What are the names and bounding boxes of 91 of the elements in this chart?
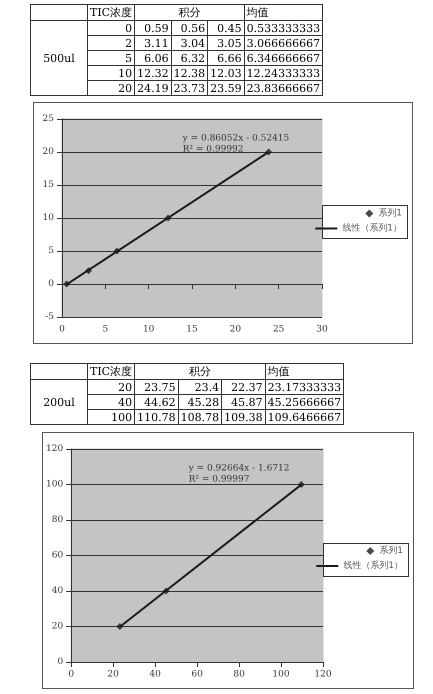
annotation: y = 0.92664x - 1.6712 bbox=[188, 464, 290, 474]
text: 6.06 bbox=[134, 50, 172, 66]
x-tick-label: 10 bbox=[142, 324, 155, 334]
text: 3.11 bbox=[134, 36, 172, 50]
point bbox=[114, 248, 121, 254]
x-tick-label: 40 bbox=[149, 670, 162, 680]
text: 23.75 bbox=[134, 380, 178, 394]
y-tick-label: 20 bbox=[42, 147, 54, 157]
point bbox=[63, 280, 70, 288]
x-tick-label: 100 bbox=[272, 670, 290, 680]
legend-label: 系列1 bbox=[378, 208, 402, 218]
text: 12.03 bbox=[208, 66, 244, 80]
text: 109.6466667 bbox=[265, 410, 344, 424]
text: 12.32 bbox=[134, 66, 172, 80]
x-tick-label: 0 bbox=[68, 670, 74, 680]
text: 5 bbox=[88, 50, 135, 66]
text: 6.346666667 bbox=[244, 50, 323, 66]
y-tick-label: 120 bbox=[46, 444, 64, 454]
text: 3.05 bbox=[208, 36, 244, 50]
x-tick-label: 80 bbox=[233, 670, 246, 680]
text: 20 bbox=[88, 80, 135, 96]
text: 200ul bbox=[30, 380, 88, 424]
y-tick-label: 60 bbox=[52, 550, 64, 560]
y-tick-label: 20 bbox=[52, 622, 64, 632]
y-tick-label: 0 bbox=[57, 657, 64, 667]
y-tick-label: 80 bbox=[52, 515, 64, 525]
text: 109.38 bbox=[222, 410, 266, 424]
text: 500ul bbox=[30, 20, 88, 96]
y-tick-label: 40 bbox=[52, 586, 64, 596]
y-tick-label: 5 bbox=[48, 246, 54, 256]
x-tick-label: 15 bbox=[186, 324, 198, 334]
text: 均值 bbox=[244, 4, 323, 20]
point bbox=[85, 267, 92, 274]
text: 均值 bbox=[265, 364, 344, 380]
text: 23.59 bbox=[208, 80, 244, 96]
x-tick-label: 120 bbox=[314, 670, 332, 680]
legend-label: 线性（系列1） bbox=[342, 222, 402, 234]
text: 0.56 bbox=[171, 20, 208, 36]
text: 45.28 bbox=[178, 394, 222, 410]
text: 23.83666667 bbox=[244, 80, 323, 96]
text: 3.04 bbox=[171, 36, 208, 50]
annotation: R² = 0.99997 bbox=[188, 474, 250, 484]
text: 0.45 bbox=[208, 20, 244, 36]
x-tick-label: 60 bbox=[191, 670, 204, 680]
y-tick-label: 25 bbox=[42, 114, 54, 124]
y-tick-label: 10 bbox=[42, 213, 54, 223]
x-tick-label: 20 bbox=[107, 670, 120, 680]
text: 24.19 bbox=[134, 80, 172, 96]
text: 12.38 bbox=[171, 66, 208, 80]
text: 0.59 bbox=[134, 20, 172, 36]
text: 108.78 bbox=[178, 410, 222, 424]
text: 0 bbox=[88, 20, 135, 36]
annotation: R² = 0.99992 bbox=[182, 144, 244, 154]
text: 45.25666667 bbox=[265, 394, 344, 410]
y-tick-label: 0 bbox=[48, 279, 54, 289]
text: 44.62 bbox=[134, 394, 178, 410]
text: 6.66 bbox=[208, 50, 244, 66]
y-tick-label: 15 bbox=[42, 180, 54, 190]
point bbox=[162, 588, 170, 594]
legend-label: 系列1 bbox=[379, 545, 404, 556]
text: 23.73 bbox=[171, 80, 208, 96]
text: 45.87 bbox=[222, 394, 266, 410]
point bbox=[298, 481, 305, 488]
text: 6.32 bbox=[171, 50, 208, 66]
y-tick-label: -5 bbox=[45, 312, 54, 322]
text: TIC浓度 bbox=[88, 4, 135, 20]
point bbox=[116, 623, 124, 630]
text: 40 bbox=[88, 394, 135, 410]
x-tick-label: 20 bbox=[230, 324, 242, 334]
text: 0.533333333 bbox=[244, 20, 323, 36]
text: 10 bbox=[88, 66, 135, 80]
y-tick-label: 100 bbox=[46, 480, 64, 490]
legend-label: 线性（系列1） bbox=[343, 560, 404, 571]
text: 22.37 bbox=[222, 380, 266, 394]
text: 23.4 bbox=[178, 380, 222, 394]
point bbox=[164, 214, 172, 222]
x-tick-label: 30 bbox=[316, 324, 328, 334]
text: 100 bbox=[88, 410, 135, 424]
text: TIC浓度 bbox=[88, 364, 135, 380]
text: 积分 bbox=[134, 364, 266, 380]
text: 20 bbox=[88, 380, 135, 394]
x-tick-label: 5 bbox=[102, 324, 108, 334]
text: 2 bbox=[88, 36, 135, 50]
annotation: y = 0.86052x - 0.52415 bbox=[182, 134, 290, 144]
text: 110.78 bbox=[134, 410, 178, 424]
text: 3.066666667 bbox=[244, 36, 323, 50]
text: 积分 bbox=[134, 4, 244, 20]
x-tick-label: 25 bbox=[272, 324, 285, 334]
text: 23.17333333 bbox=[265, 380, 344, 394]
point bbox=[265, 148, 272, 156]
text: 12.24333333 bbox=[244, 66, 323, 80]
